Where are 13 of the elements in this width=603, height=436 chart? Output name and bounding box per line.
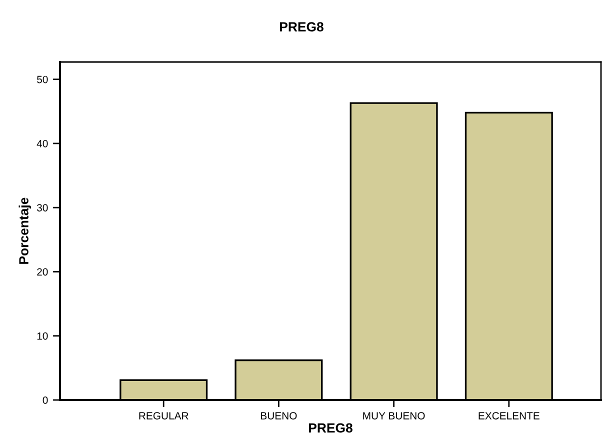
x-axis-title: PREG8: [309, 423, 352, 433]
y-tick-label: 20: [37, 268, 48, 276]
x-tick-label: MUY BUENO: [363, 412, 425, 420]
y-tick-label: 50: [37, 76, 48, 84]
y-tick-label: 40: [36, 140, 48, 148]
y-tick-label: 30: [37, 204, 48, 212]
x-tick-label: EXCELENTE: [478, 412, 540, 420]
y-axis-title: Porcentaje: [18, 198, 32, 264]
chart-title: PREG8: [280, 22, 324, 32]
y-tick-label: 10: [37, 332, 48, 340]
x-tick-label: BUENO: [261, 412, 297, 420]
x-tick-label: REGULAR: [139, 412, 188, 420]
y-tick-label: 0: [42, 396, 48, 404]
